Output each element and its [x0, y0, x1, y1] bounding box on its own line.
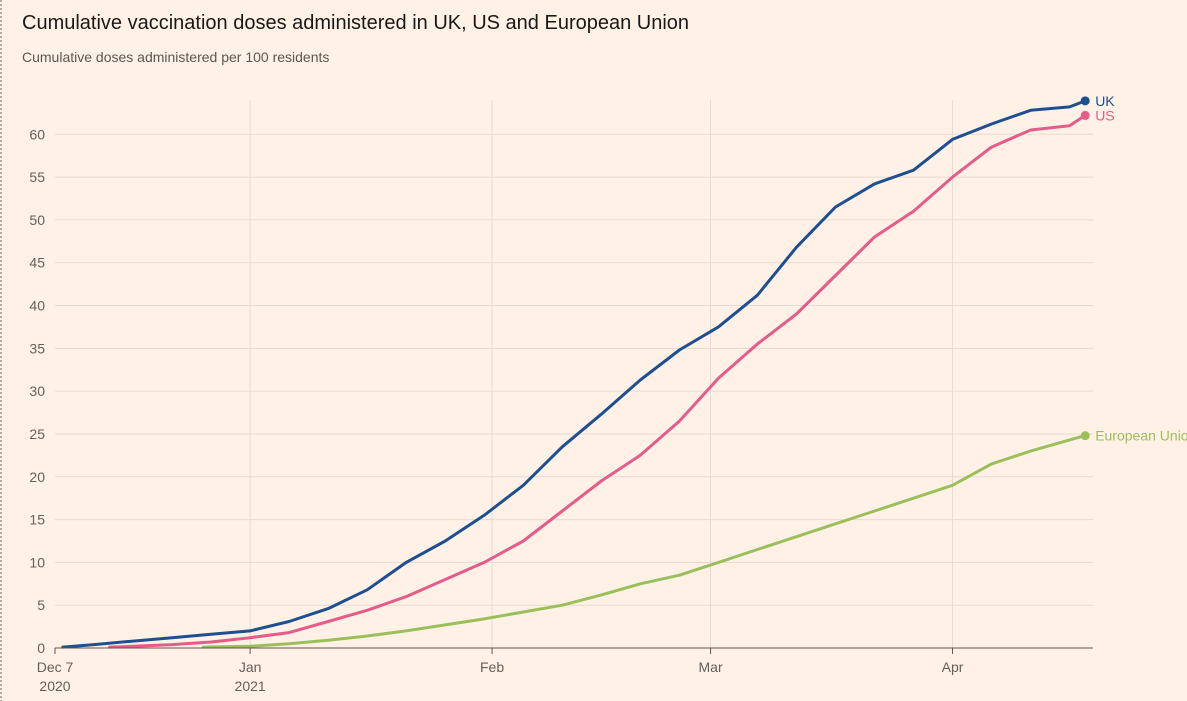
- x-tick-label: Mar: [699, 659, 723, 675]
- series-end-dot: [1080, 431, 1090, 441]
- series-end-dot: [1080, 110, 1090, 120]
- series-end-label: European Union: [1095, 428, 1187, 444]
- series-end-label: UK: [1095, 93, 1115, 109]
- y-tick-label: 35: [29, 340, 45, 356]
- axes: 0 5 10 15 20 25 30 35 40 45 50 55 60 Dec 7 2020 Jan 2021…: [29, 126, 1093, 694]
- x-tick-label: Jan: [239, 659, 262, 675]
- grid-lines: [55, 100, 1093, 648]
- y-tick-label: 60: [29, 126, 45, 142]
- chart-subtitle: Cumulative doses administered per 100 re…: [22, 49, 330, 65]
- series-end-label: US: [1095, 107, 1114, 123]
- y-tick-label: 55: [29, 169, 45, 185]
- series-line-us: [108, 113, 1087, 649]
- y-tick-label: 20: [29, 469, 45, 485]
- y-tick-label: 30: [29, 383, 45, 399]
- y-tick-label: 10: [29, 554, 45, 570]
- series-line-uk: [61, 99, 1087, 649]
- y-tick-label: 25: [29, 426, 45, 442]
- series-line-european-union: [201, 434, 1087, 649]
- x-tick-label: Apr: [942, 659, 964, 675]
- left-border-rule: [0, 0, 2, 701]
- x-tick-sublabel: 2021: [235, 678, 266, 694]
- y-tick-label: 40: [29, 298, 45, 314]
- x-tick-label: Dec 7: [37, 659, 74, 675]
- y-tick-label: 45: [29, 255, 45, 271]
- series-end-dot: [1080, 96, 1090, 106]
- x-tick-sublabel: 2020: [39, 678, 70, 694]
- y-tick-label: 0: [37, 640, 45, 656]
- y-tick-label: 5: [37, 597, 45, 613]
- y-tick-label: 50: [29, 212, 45, 228]
- chart-title: Cumulative vaccination doses administere…: [22, 12, 690, 34]
- x-tick-label: Feb: [480, 659, 504, 675]
- y-tick-label: 15: [29, 512, 45, 528]
- series-lines: [61, 99, 1087, 649]
